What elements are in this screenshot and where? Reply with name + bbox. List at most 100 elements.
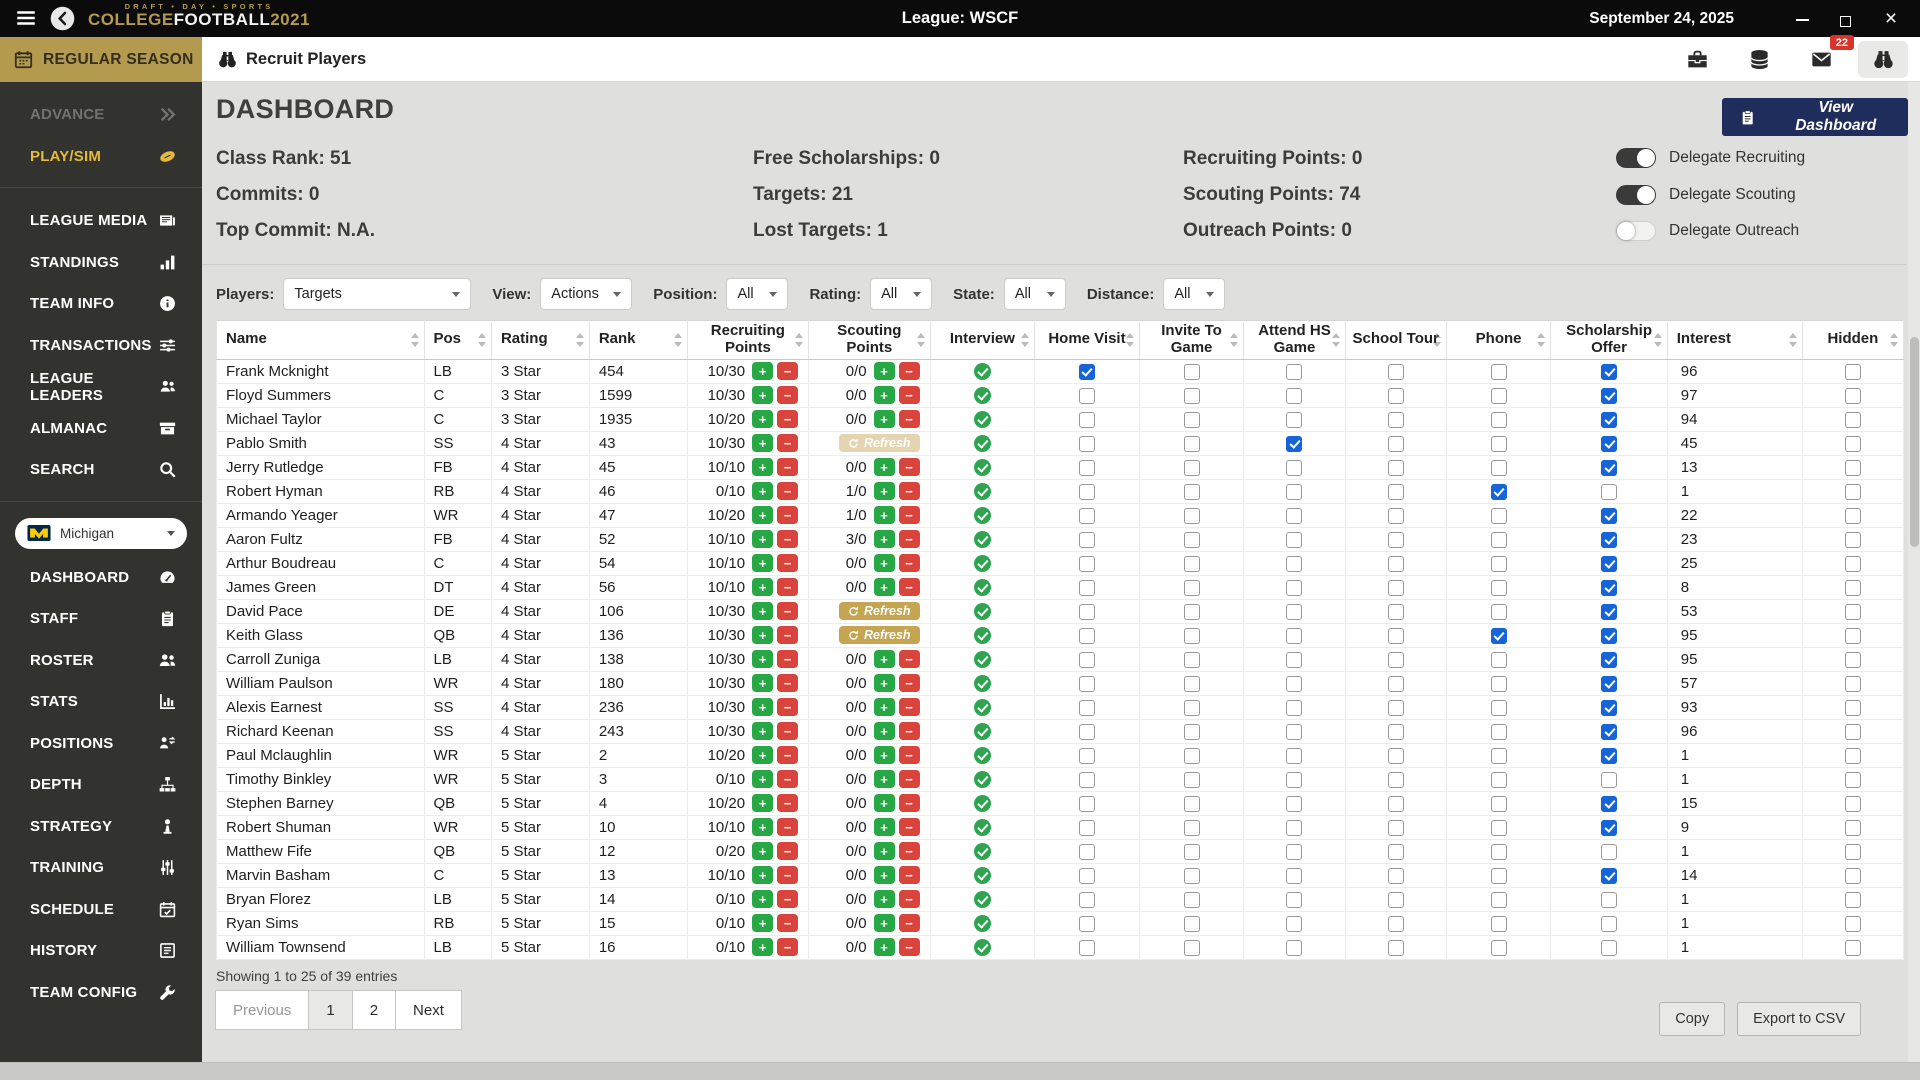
copy-button[interactable]: Copy [1659, 1002, 1726, 1036]
column-header-home-visit[interactable]: Home Visit [1034, 320, 1140, 360]
scouting-refresh-button[interactable]: Refresh [839, 626, 920, 645]
hamburger-menu-icon[interactable] [14, 8, 38, 28]
column-header-scholarship-offer[interactable]: Scholarship Offer [1550, 320, 1668, 360]
phone-checkbox[interactable] [1490, 675, 1507, 692]
phone-checkbox[interactable] [1490, 915, 1507, 932]
scouting-refresh-button[interactable]: Refresh [839, 434, 920, 453]
recruiting-minus-button[interactable]: − [777, 386, 799, 405]
recruiting-plus-button[interactable]: + [752, 890, 774, 909]
hidden-checkbox[interactable] [1844, 627, 1861, 644]
invite-to-game-checkbox[interactable] [1183, 675, 1200, 692]
hidden-checkbox[interactable] [1844, 459, 1861, 476]
school-tour-checkbox[interactable] [1387, 531, 1404, 548]
hidden-checkbox[interactable] [1844, 795, 1861, 812]
scouting-plus-button[interactable]: + [873, 842, 895, 861]
scholarship-offer-checkbox[interactable] [1601, 435, 1618, 452]
recruiting-plus-button[interactable]: + [752, 842, 774, 861]
column-header-name[interactable]: Name [216, 320, 425, 360]
invite-to-game-checkbox[interactable] [1183, 795, 1200, 812]
school-tour-checkbox[interactable] [1387, 675, 1404, 692]
sidebar-item-schedule[interactable]: SCHEDULE [0, 889, 202, 931]
hidden-checkbox[interactable] [1844, 843, 1861, 860]
invite-to-game-checkbox[interactable] [1183, 747, 1200, 764]
home-visit-checkbox[interactable] [1078, 603, 1095, 620]
phone-checkbox[interactable] [1490, 867, 1507, 884]
phone-checkbox[interactable] [1490, 627, 1507, 644]
attend-hs-game-checkbox[interactable] [1286, 651, 1303, 668]
attend-hs-game-checkbox[interactable] [1286, 723, 1303, 740]
invite-to-game-checkbox[interactable] [1183, 603, 1200, 620]
sidebar-item-standings[interactable]: STANDINGS [0, 242, 202, 284]
scouting-minus-button[interactable]: − [898, 482, 920, 501]
column-header-rating[interactable]: Rating [490, 320, 590, 360]
close-button[interactable]: × [1884, 6, 1898, 30]
phone-checkbox[interactable] [1490, 531, 1507, 548]
recruiting-plus-button[interactable]: + [752, 386, 774, 405]
home-visit-checkbox[interactable] [1078, 435, 1095, 452]
attend-hs-game-checkbox[interactable] [1286, 939, 1303, 956]
school-tour-checkbox[interactable] [1387, 723, 1404, 740]
invite-to-game-checkbox[interactable] [1183, 891, 1200, 908]
recruiting-minus-button[interactable]: − [777, 866, 799, 885]
recruiting-plus-button[interactable]: + [752, 554, 774, 573]
hidden-checkbox[interactable] [1844, 723, 1861, 740]
binoculars-toolbar-button[interactable] [1858, 41, 1908, 78]
phone-checkbox[interactable] [1490, 699, 1507, 716]
recruiting-plus-button[interactable]: + [752, 746, 774, 765]
attend-hs-game-checkbox[interactable] [1286, 627, 1303, 644]
recruiting-plus-button[interactable]: + [752, 722, 774, 741]
filter-select-rating[interactable]: All [870, 278, 933, 310]
recruiting-minus-button[interactable]: − [777, 842, 799, 861]
recruiting-minus-button[interactable]: − [777, 914, 799, 933]
scouting-minus-button[interactable]: − [898, 410, 920, 429]
scholarship-offer-checkbox[interactable] [1601, 891, 1618, 908]
home-visit-checkbox[interactable] [1078, 483, 1095, 500]
scholarship-offer-checkbox[interactable] [1601, 411, 1618, 428]
recruiting-minus-button[interactable]: − [777, 410, 799, 429]
home-visit-checkbox[interactable] [1078, 507, 1095, 524]
home-visit-checkbox[interactable] [1078, 363, 1095, 380]
scouting-plus-button[interactable]: + [873, 578, 895, 597]
school-tour-checkbox[interactable] [1387, 819, 1404, 836]
recruiting-minus-button[interactable]: − [777, 818, 799, 837]
invite-to-game-checkbox[interactable] [1183, 843, 1200, 860]
page-button-2[interactable]: 2 [351, 990, 397, 1030]
home-visit-checkbox[interactable] [1078, 795, 1095, 812]
page-button-previous[interactable]: Previous [215, 990, 310, 1030]
recruiting-minus-button[interactable]: − [777, 578, 799, 597]
recruiting-minus-button[interactable]: − [777, 938, 799, 957]
filter-select-view[interactable]: Actions [540, 278, 633, 310]
sidebar-item-stats[interactable]: STATS [0, 681, 202, 723]
column-header-hidden[interactable]: Hidden [1801, 320, 1905, 360]
invite-to-game-checkbox[interactable] [1183, 411, 1200, 428]
scouting-minus-button[interactable]: − [898, 578, 920, 597]
home-visit-checkbox[interactable] [1078, 555, 1095, 572]
school-tour-checkbox[interactable] [1387, 555, 1404, 572]
home-visit-checkbox[interactable] [1078, 579, 1095, 596]
invite-to-game-checkbox[interactable] [1183, 555, 1200, 572]
scouting-plus-button[interactable]: + [873, 482, 895, 501]
invite-to-game-checkbox[interactable] [1183, 435, 1200, 452]
sidebar-item-league-leaders[interactable]: LEAGUE LEADERS [0, 366, 202, 408]
view-dashboard-button[interactable]: View Dashboard [1722, 98, 1908, 136]
vertical-scrollbar[interactable] [1908, 82, 1920, 1062]
recruiting-minus-button[interactable]: − [777, 650, 799, 669]
phone-checkbox[interactable] [1490, 723, 1507, 740]
hidden-checkbox[interactable] [1844, 771, 1861, 788]
phone-checkbox[interactable] [1490, 411, 1507, 428]
phone-checkbox[interactable] [1490, 579, 1507, 596]
attend-hs-game-checkbox[interactable] [1286, 699, 1303, 716]
restore-button[interactable] [1836, 8, 1858, 30]
scholarship-offer-checkbox[interactable] [1601, 819, 1618, 836]
sidebar-item-staff[interactable]: STAFF [0, 598, 202, 640]
recruiting-plus-button[interactable]: + [752, 794, 774, 813]
home-visit-checkbox[interactable] [1078, 651, 1095, 668]
invite-to-game-checkbox[interactable] [1183, 507, 1200, 524]
phone-checkbox[interactable] [1490, 771, 1507, 788]
briefcase-toolbar-button[interactable] [1672, 41, 1722, 78]
recruiting-minus-button[interactable]: − [777, 482, 799, 501]
recruiting-plus-button[interactable]: + [752, 938, 774, 957]
scouting-plus-button[interactable]: + [873, 746, 895, 765]
scholarship-offer-checkbox[interactable] [1601, 579, 1618, 596]
sidebar-item-almanac[interactable]: ALMANAC [0, 408, 202, 450]
